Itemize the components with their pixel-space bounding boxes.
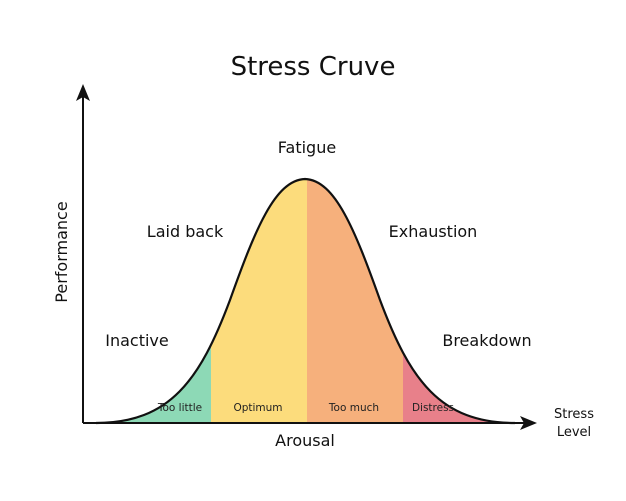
band-distress <box>403 179 515 423</box>
stress-curve-line <box>95 177 516 425</box>
y-axis-arrow-icon <box>76 84 90 101</box>
zone-label-laid-back: Laid back <box>147 222 224 241</box>
zone-label-inactive: Inactive <box>105 331 169 350</box>
bands-group <box>96 179 515 423</box>
band-label-too-much: Too much <box>328 402 379 414</box>
y-axis-label: Performance <box>52 201 71 302</box>
x-axis-end-label-line-1: Stress <box>554 407 594 422</box>
band-too-little <box>96 179 211 423</box>
band-label-distress: Distress <box>412 402 454 414</box>
band-label-too-little: Too little <box>157 402 202 414</box>
x-axis-end-label-line-2: Level <box>557 425 591 440</box>
diagram-title: Stress Cruve <box>231 52 396 82</box>
zone-label-fatigue: Fatigue <box>278 138 336 157</box>
band-too-much <box>307 179 403 423</box>
band-label-optimum: Optimum <box>233 402 282 414</box>
zone-label-breakdown: Breakdown <box>442 331 531 350</box>
band-optimum <box>211 179 307 423</box>
x-axis-arrow-icon <box>520 416 537 430</box>
zone-label-exhaustion: Exhaustion <box>389 222 478 241</box>
x-axis-label: Arousal <box>275 431 335 450</box>
